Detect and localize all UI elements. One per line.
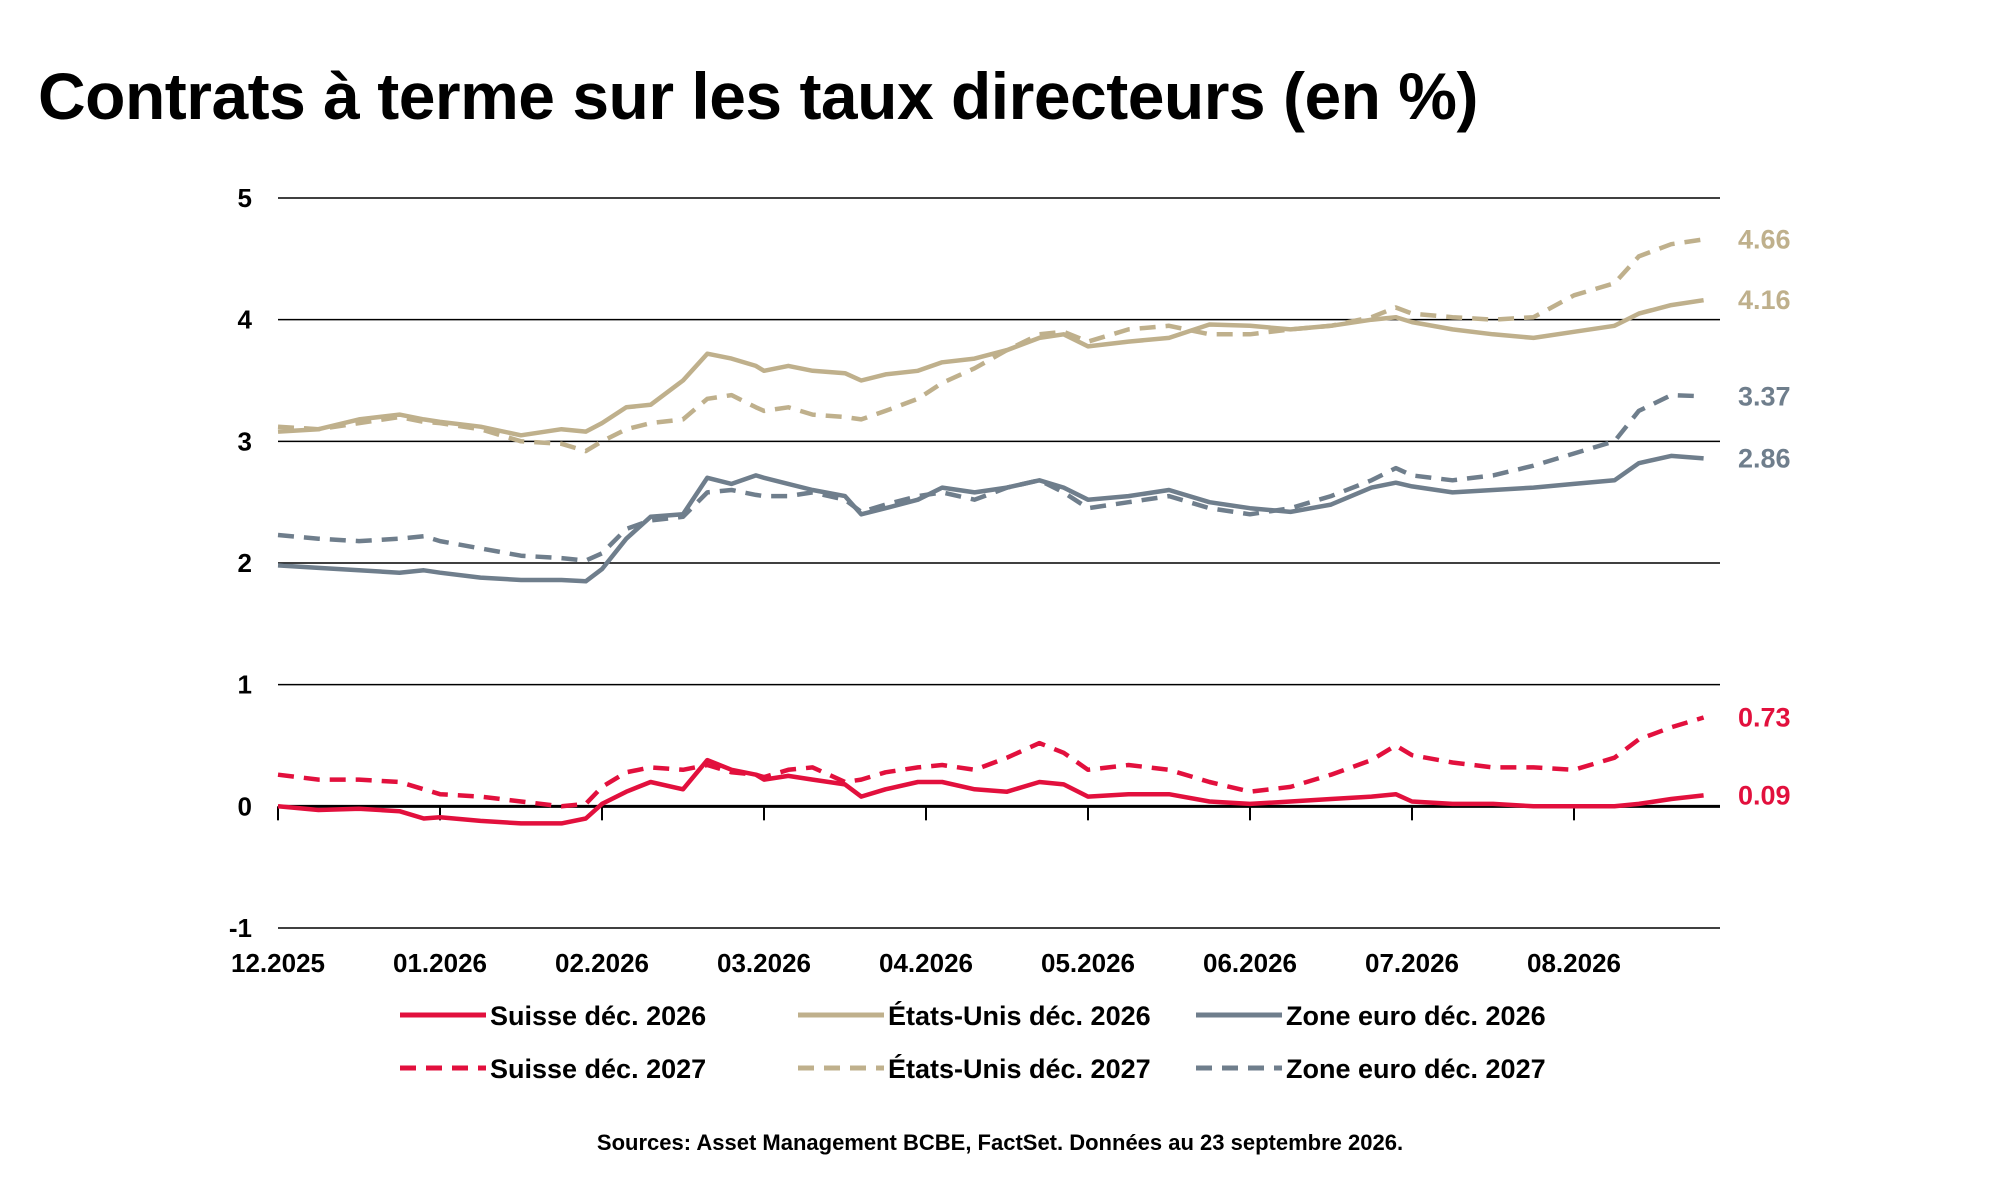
x-tick-label: 08.2026 — [1527, 948, 1621, 978]
legend-label: Zone euro déc. 2027 — [1286, 1054, 1546, 1084]
end-value-label: 3.37 — [1738, 381, 1791, 411]
x-tick-label: 06.2026 — [1203, 948, 1297, 978]
y-tick-label: 2 — [238, 548, 252, 578]
y-tick-label: 4 — [238, 305, 253, 335]
y-tick-label: 3 — [238, 426, 252, 456]
x-tick-label: 03.2026 — [717, 948, 811, 978]
series-line — [277, 297, 1704, 438]
y-tick-label: -1 — [229, 913, 252, 943]
gridlines — [278, 197, 1720, 929]
y-axis-ticks: -1 0 1 2 3 4 5 — [229, 183, 253, 943]
end-value-label: 0.09 — [1738, 780, 1791, 810]
x-tick-label: 12.2025 — [231, 948, 325, 978]
end-value-labels: 0.09 0.73 4.16 4.66 2.86 3.37 — [1738, 224, 1791, 810]
x-tick-label: 05.2026 — [1041, 948, 1135, 978]
end-value-label: 4.16 — [1738, 285, 1791, 315]
end-value-label: 0.73 — [1738, 703, 1791, 733]
legend-label: Zone euro déc. 2026 — [1286, 1001, 1546, 1031]
legend-label: États-Unis déc. 2027 — [888, 1053, 1151, 1084]
y-tick-label: 1 — [238, 670, 252, 700]
series-line — [277, 715, 1705, 809]
x-tick-label: 07.2026 — [1365, 948, 1459, 978]
x-tick-label: 04.2026 — [879, 948, 973, 978]
series-lines — [277, 237, 1705, 826]
page-title: Contrats à terme sur les taux directeurs… — [38, 59, 1478, 133]
series-line — [277, 757, 1704, 826]
legend-label: Suisse déc. 2026 — [490, 1001, 706, 1031]
legend-label: Suisse déc. 2027 — [490, 1054, 706, 1084]
legend-label: États-Unis déc. 2026 — [888, 1000, 1151, 1031]
legend: Suisse déc. 2026 États-Unis déc. 2026 Zone… — [400, 1000, 1546, 1084]
y-tick-label: 0 — [238, 791, 252, 821]
x-axis-ticks: 12.2025 01.2026 02.2026 03.2026 04.2026 05.20… — [231, 806, 1621, 978]
end-value-label: 2.86 — [1738, 443, 1791, 473]
series-line — [277, 453, 1704, 584]
series-line — [277, 237, 1704, 454]
series-line — [277, 392, 1704, 563]
y-tick-label: 5 — [238, 183, 252, 213]
source-note: Sources: Asset Management BCBE, FactSet.… — [596, 1130, 1404, 1155]
x-tick-label: 01.2026 — [393, 948, 487, 978]
x-tick-label: 02.2026 — [555, 948, 649, 978]
end-value-label: 4.66 — [1738, 224, 1791, 254]
